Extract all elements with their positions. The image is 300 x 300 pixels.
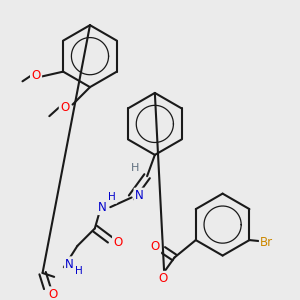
Text: N: N — [98, 201, 107, 214]
Text: Br: Br — [260, 236, 273, 248]
Text: N: N — [135, 189, 144, 202]
Text: H: H — [108, 193, 116, 202]
Text: O: O — [158, 272, 167, 285]
Text: O: O — [49, 288, 58, 300]
Text: O: O — [151, 240, 160, 254]
Text: O: O — [32, 69, 41, 82]
Text: O: O — [113, 236, 123, 250]
Text: N: N — [65, 258, 74, 271]
Text: O: O — [158, 272, 167, 285]
Text: O: O — [60, 101, 69, 114]
Text: H: H — [131, 164, 140, 173]
Text: H: H — [76, 266, 83, 276]
